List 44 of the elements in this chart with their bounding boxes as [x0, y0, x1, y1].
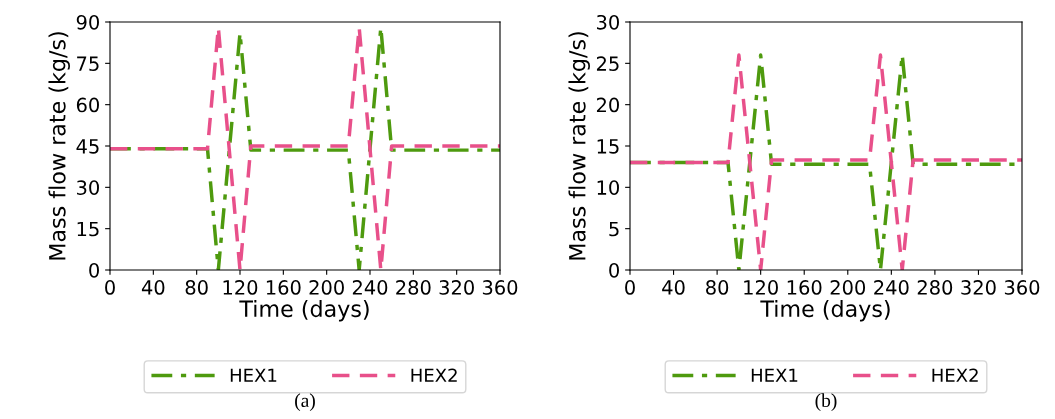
x-tick-label: 160: [787, 280, 822, 295]
x-tick-label: 280: [396, 280, 431, 295]
x-tick-label: 0: [625, 280, 635, 295]
x-tick-label: 240: [874, 280, 909, 295]
y-tick-label: 15: [77, 221, 99, 237]
legend-label: HEX2: [932, 368, 978, 382]
y-tick-label: 25: [596, 56, 619, 71]
x-tick-label: 200: [309, 280, 344, 295]
y-tick-label: 0: [609, 262, 619, 278]
x-tick-label: 280: [917, 280, 953, 295]
x-tick-label: 200: [830, 280, 866, 295]
y-tick-label: 10: [597, 180, 619, 195]
y-tick-label: 20: [596, 97, 619, 113]
legend-label: HEX1: [751, 368, 798, 382]
x-axis-title: Time (days): [239, 299, 369, 322]
y-tick-label: 90: [76, 14, 99, 30]
y-tick-label: 0: [89, 262, 99, 278]
x-axis-title: Time (days): [760, 299, 890, 322]
x-tick-label: 0: [105, 280, 115, 295]
x-tick-label: 80: [185, 280, 208, 295]
y-tick-label: 75: [77, 56, 99, 71]
x-tick-label: 80: [706, 280, 729, 295]
x-tick-label: 320: [439, 280, 474, 295]
y-axis-title: Mass flow rate (kg/s): [568, 32, 590, 260]
x-tick-label: 40: [662, 280, 685, 295]
legend-label: HEX1: [230, 368, 277, 382]
x-tick-label: 360: [1004, 280, 1040, 295]
y-tick-label: 30: [77, 180, 99, 195]
y-axis-title: Mass flow rate (kg/s): [48, 32, 70, 260]
x-tick-label: 160: [266, 280, 301, 295]
x-tick-label: 360: [482, 280, 518, 295]
x-tick-label: 120: [223, 280, 258, 295]
y-tick-label: 60: [76, 97, 99, 113]
legend-label: HEX2: [411, 368, 457, 382]
text: (b): [815, 393, 837, 411]
text: (a): [295, 393, 315, 411]
y-tick-label: 30: [597, 14, 619, 30]
x-tick-label: 320: [961, 280, 996, 295]
y-tick-label: 5: [609, 221, 619, 237]
y-tick-label: 15: [597, 139, 619, 154]
x-tick-label: 40: [141, 280, 165, 295]
x-tick-label: 240: [352, 280, 388, 295]
x-tick-label: 120: [744, 280, 778, 295]
y-tick-label: 45: [76, 139, 99, 154]
